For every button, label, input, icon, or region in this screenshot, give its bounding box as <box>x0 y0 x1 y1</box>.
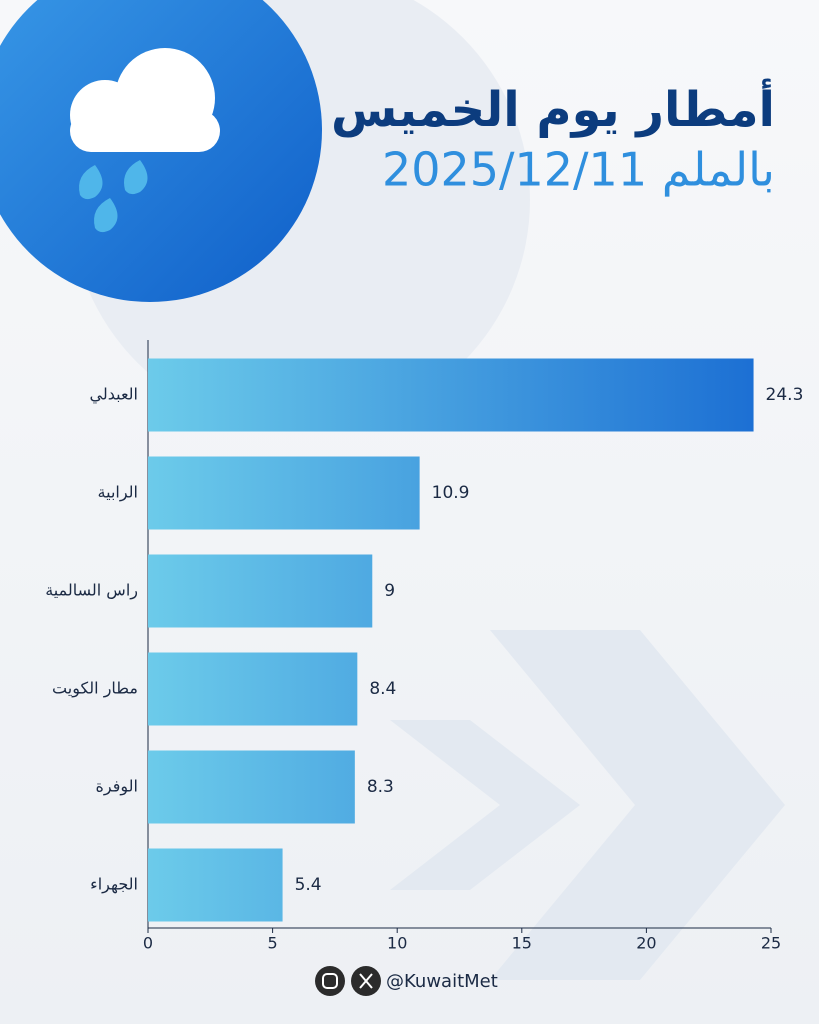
bar <box>148 358 754 432</box>
y-tick-label: الجهراء <box>90 875 138 895</box>
x-tick-label: 15 <box>512 934 532 953</box>
x-tick-label: 20 <box>636 934 656 953</box>
decor-chevron <box>490 630 785 980</box>
bar <box>148 750 355 824</box>
x-tick-label: 25 <box>761 934 781 953</box>
value-label: 8.4 <box>369 679 396 699</box>
decor-chevron <box>390 720 580 890</box>
value-label: 5.4 <box>295 875 322 895</box>
cloud-icon <box>70 48 220 152</box>
y-tick-label: الوفرة <box>96 777 138 797</box>
x-tick-label: 5 <box>268 934 278 953</box>
plot: 0 5 10 15 20 25 العبدلي 24.3 الرابية 10.9 راس السا… <box>45 340 803 953</box>
bar <box>148 848 283 922</box>
x-tick-label: 10 <box>387 934 407 953</box>
raindrops <box>79 160 148 233</box>
bar <box>148 652 358 726</box>
y-tick-label: مطار الكويت <box>52 679 138 699</box>
y-tick-label: الرابية <box>98 483 138 503</box>
value-label: 24.3 <box>766 385 804 405</box>
y-tick-label: راس السالمية <box>45 581 138 601</box>
chart-subtitle: 2025/12/11 بالملم <box>382 143 775 197</box>
value-label: 10.9 <box>432 483 470 503</box>
x-glyph <box>359 973 373 989</box>
value-label: 8.3 <box>367 777 394 797</box>
y-tick-label: العبدلي <box>90 385 138 405</box>
bar <box>148 554 373 628</box>
instagram-icon <box>315 966 345 996</box>
bar <box>148 456 420 530</box>
instagram-glyph <box>322 973 338 989</box>
social-handle: @KuwaitMet <box>386 971 498 992</box>
value-label: 9 <box>384 581 395 601</box>
x-tick-label: 0 <box>143 934 153 953</box>
chart-title: أمطار يوم الخميس <box>331 78 775 138</box>
